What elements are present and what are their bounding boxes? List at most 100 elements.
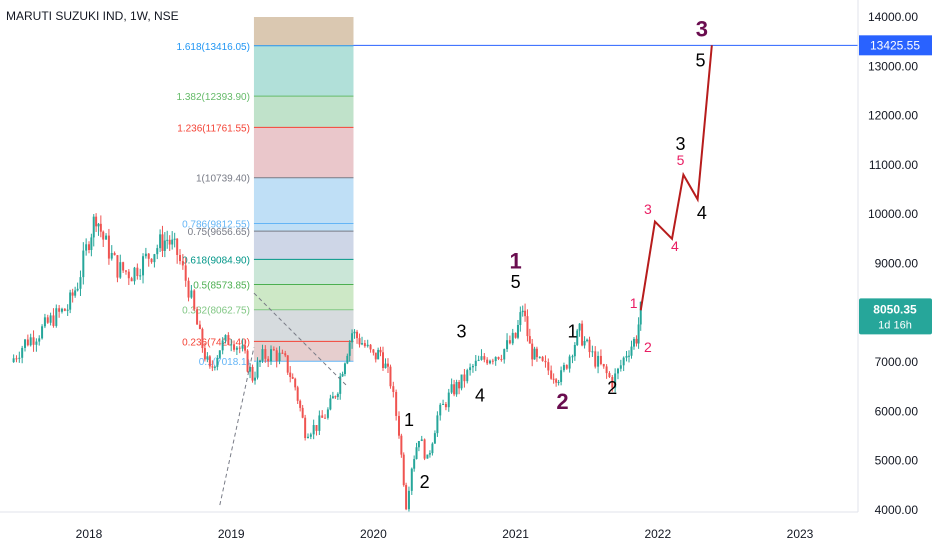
candle-body — [591, 351, 594, 353]
candle-body — [519, 312, 522, 325]
candle-body — [35, 341, 38, 345]
candle-body — [261, 349, 264, 361]
fib-level-label: 0.75(9656.65) — [188, 227, 250, 238]
candle-body — [384, 363, 387, 369]
wave-label: 1 — [630, 295, 638, 311]
price-axis-tick-label: 13000.00 — [868, 59, 918, 73]
candle-body — [95, 216, 98, 227]
candle-body — [92, 216, 95, 238]
candle-body — [284, 353, 287, 356]
price-axis-tick-label: 14000.00 — [868, 10, 918, 24]
fib-level-label: 1.236(11761.55) — [177, 123, 250, 134]
price-axis-tick-label: 7000.00 — [875, 355, 919, 369]
candle-body — [611, 376, 614, 388]
candle-body — [133, 267, 136, 282]
candle-body — [511, 332, 514, 344]
candle-body — [374, 352, 377, 360]
candle-body — [599, 355, 602, 365]
candle-body — [173, 238, 176, 240]
candle-body — [52, 315, 55, 326]
candle-body — [339, 376, 342, 394]
wave-label: 4 — [475, 386, 485, 406]
candle-body — [211, 366, 214, 368]
candle-body — [460, 374, 463, 389]
candle-body — [635, 338, 638, 344]
candle-body — [246, 350, 249, 372]
candle-body — [632, 338, 635, 347]
price-axis-area — [858, 0, 932, 550]
candle-body — [372, 349, 375, 353]
candle-body — [466, 370, 469, 382]
candle-body — [71, 292, 74, 296]
candle-body — [560, 370, 563, 382]
candle-body — [116, 255, 119, 278]
candle-body — [38, 338, 41, 342]
candle-body — [377, 349, 380, 360]
price-axis-tick-label: 12000.00 — [868, 109, 918, 123]
wave-label: 5 — [511, 272, 521, 292]
candle-body — [491, 360, 494, 362]
candle-body — [238, 347, 241, 349]
candle-body — [196, 309, 199, 325]
candle-body — [278, 352, 281, 362]
candle-body — [12, 358, 15, 363]
candle-body — [206, 356, 209, 360]
candle-body — [568, 356, 571, 369]
candle-body — [221, 340, 224, 351]
candle-body — [254, 377, 257, 381]
candle-body — [309, 434, 312, 437]
candle-body — [547, 362, 550, 371]
candle-body — [161, 234, 164, 251]
candle-body — [366, 344, 369, 347]
candle-body — [190, 290, 193, 298]
candle-body — [201, 328, 204, 349]
candle-body — [291, 376, 294, 379]
candle-body — [79, 277, 82, 289]
fib-zone — [253, 309, 354, 342]
candle-body — [49, 315, 52, 323]
time-axis-tick-label: 2019 — [218, 527, 245, 541]
candle-body — [119, 262, 122, 278]
candle-body — [614, 373, 617, 388]
time-axis-tick-label: 2018 — [76, 527, 103, 541]
candle-body — [455, 381, 458, 395]
candle-body — [413, 459, 416, 469]
candle-body — [198, 324, 201, 329]
candle-body — [616, 368, 619, 374]
candle-body — [29, 337, 32, 346]
candle-body — [326, 409, 329, 418]
candle-body — [318, 415, 321, 431]
fib-level-label: 0.618(9084.90) — [182, 255, 250, 266]
candle-body — [588, 339, 591, 353]
fib-level-label: 0.5(8573.85) — [193, 281, 250, 292]
candle-body — [417, 441, 420, 448]
candle-body — [526, 316, 529, 337]
candle-body — [233, 344, 236, 350]
candle-body — [82, 250, 85, 278]
candle-body — [369, 344, 372, 350]
candle-body — [397, 415, 400, 436]
candle-body — [124, 270, 127, 272]
fib-level-label: 1(10739.40) — [196, 174, 250, 185]
candle-body — [524, 310, 527, 317]
candle-body — [176, 238, 179, 255]
candle-body — [136, 267, 139, 277]
candle-body — [423, 439, 426, 459]
candle-body — [497, 357, 500, 359]
wave-label: 3 — [696, 17, 708, 42]
candle-body — [469, 367, 472, 371]
candle-body — [299, 400, 302, 408]
candle-body — [315, 425, 318, 431]
candle-body — [343, 363, 346, 375]
candle-body — [272, 349, 275, 351]
candle-body — [122, 262, 125, 271]
candle-body — [90, 237, 93, 250]
target-price-badge — [859, 35, 932, 56]
candle-body — [597, 355, 600, 367]
candle-body — [15, 358, 18, 360]
candle-body — [286, 355, 289, 373]
time-axis-tick-label: 2021 — [502, 527, 529, 541]
fib-zone — [253, 177, 354, 224]
candle-body — [538, 356, 541, 358]
